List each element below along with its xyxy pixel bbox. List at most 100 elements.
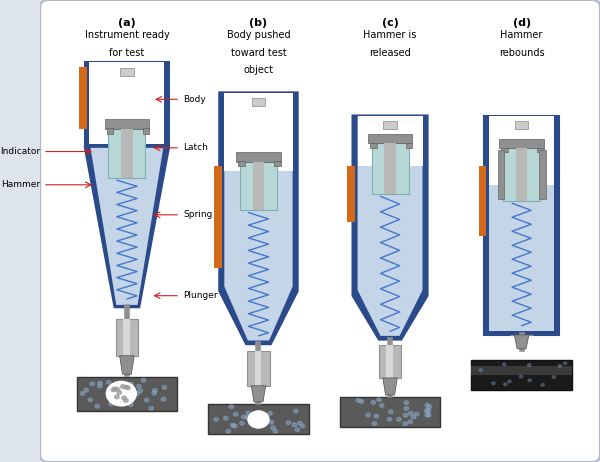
Bar [143, 128, 149, 134]
Polygon shape [119, 356, 134, 374]
Bar [254, 351, 261, 386]
Circle shape [397, 418, 401, 421]
Bar [371, 143, 409, 194]
Circle shape [503, 363, 506, 366]
Circle shape [125, 386, 130, 389]
Bar [85, 62, 169, 148]
Bar [499, 139, 544, 148]
Circle shape [404, 407, 409, 410]
Circle shape [427, 405, 431, 409]
Circle shape [125, 400, 129, 404]
Text: Instrument ready: Instrument ready [85, 30, 169, 40]
Text: Plunger: Plunger [183, 291, 218, 300]
Polygon shape [514, 335, 529, 349]
Bar [120, 68, 134, 76]
Bar [89, 62, 164, 144]
Circle shape [230, 423, 235, 427]
Circle shape [293, 409, 298, 413]
Text: Body pushed: Body pushed [227, 30, 290, 40]
Circle shape [366, 413, 370, 417]
Circle shape [563, 362, 567, 365]
Bar [116, 319, 138, 356]
Circle shape [117, 391, 122, 395]
Text: rebounds: rebounds [499, 48, 544, 58]
Circle shape [380, 404, 384, 407]
Circle shape [503, 383, 507, 386]
Polygon shape [85, 148, 169, 307]
Bar [497, 150, 504, 199]
Circle shape [214, 418, 218, 421]
Bar [214, 166, 221, 268]
Bar [406, 143, 412, 148]
Circle shape [269, 420, 274, 424]
Bar [471, 360, 572, 390]
Circle shape [137, 384, 141, 388]
Circle shape [371, 401, 376, 404]
Circle shape [508, 380, 511, 383]
Circle shape [374, 414, 379, 418]
Bar [539, 150, 545, 199]
Circle shape [298, 421, 302, 425]
Bar [379, 345, 401, 378]
Circle shape [292, 423, 297, 426]
Circle shape [356, 399, 361, 402]
Text: (d): (d) [512, 18, 530, 29]
Text: Latch: Latch [183, 143, 208, 152]
Circle shape [121, 385, 125, 389]
Bar [253, 162, 264, 210]
Circle shape [113, 387, 117, 391]
Text: Hammer is: Hammer is [364, 30, 417, 40]
Circle shape [404, 401, 409, 405]
Circle shape [90, 382, 95, 386]
Circle shape [552, 376, 556, 378]
Text: Indicator: Indicator [0, 147, 40, 156]
Bar [537, 148, 544, 152]
Bar [252, 98, 265, 106]
Circle shape [424, 409, 429, 413]
Circle shape [425, 413, 430, 417]
Bar [489, 116, 554, 185]
Circle shape [300, 424, 305, 428]
Bar [340, 397, 440, 427]
Bar [77, 377, 177, 411]
Polygon shape [224, 93, 293, 340]
Circle shape [119, 394, 124, 398]
Bar [123, 319, 130, 356]
Circle shape [247, 410, 269, 429]
Circle shape [528, 379, 532, 382]
Bar [236, 152, 281, 162]
Circle shape [541, 383, 544, 386]
Circle shape [152, 391, 157, 395]
Bar [107, 128, 113, 134]
Bar [247, 351, 269, 386]
Circle shape [84, 388, 89, 392]
Bar [383, 121, 397, 129]
Circle shape [295, 428, 299, 432]
Circle shape [411, 415, 416, 419]
Circle shape [98, 381, 102, 385]
Circle shape [286, 421, 290, 425]
Polygon shape [251, 386, 266, 402]
Circle shape [388, 417, 392, 421]
Circle shape [124, 385, 128, 389]
Circle shape [403, 413, 408, 417]
Circle shape [408, 420, 413, 424]
Circle shape [492, 382, 495, 385]
Circle shape [264, 420, 268, 424]
Circle shape [145, 398, 149, 402]
Bar [503, 148, 540, 201]
Circle shape [152, 389, 157, 392]
Bar [274, 161, 281, 166]
Circle shape [427, 413, 431, 417]
Text: Hammer: Hammer [1, 180, 40, 189]
Bar [347, 166, 355, 222]
Polygon shape [383, 378, 397, 395]
Bar [489, 116, 554, 331]
Circle shape [98, 384, 102, 388]
Bar [471, 366, 572, 375]
Circle shape [415, 412, 419, 416]
Polygon shape [353, 116, 428, 340]
Circle shape [149, 407, 154, 410]
Circle shape [268, 412, 272, 415]
Text: toward test: toward test [230, 48, 286, 58]
